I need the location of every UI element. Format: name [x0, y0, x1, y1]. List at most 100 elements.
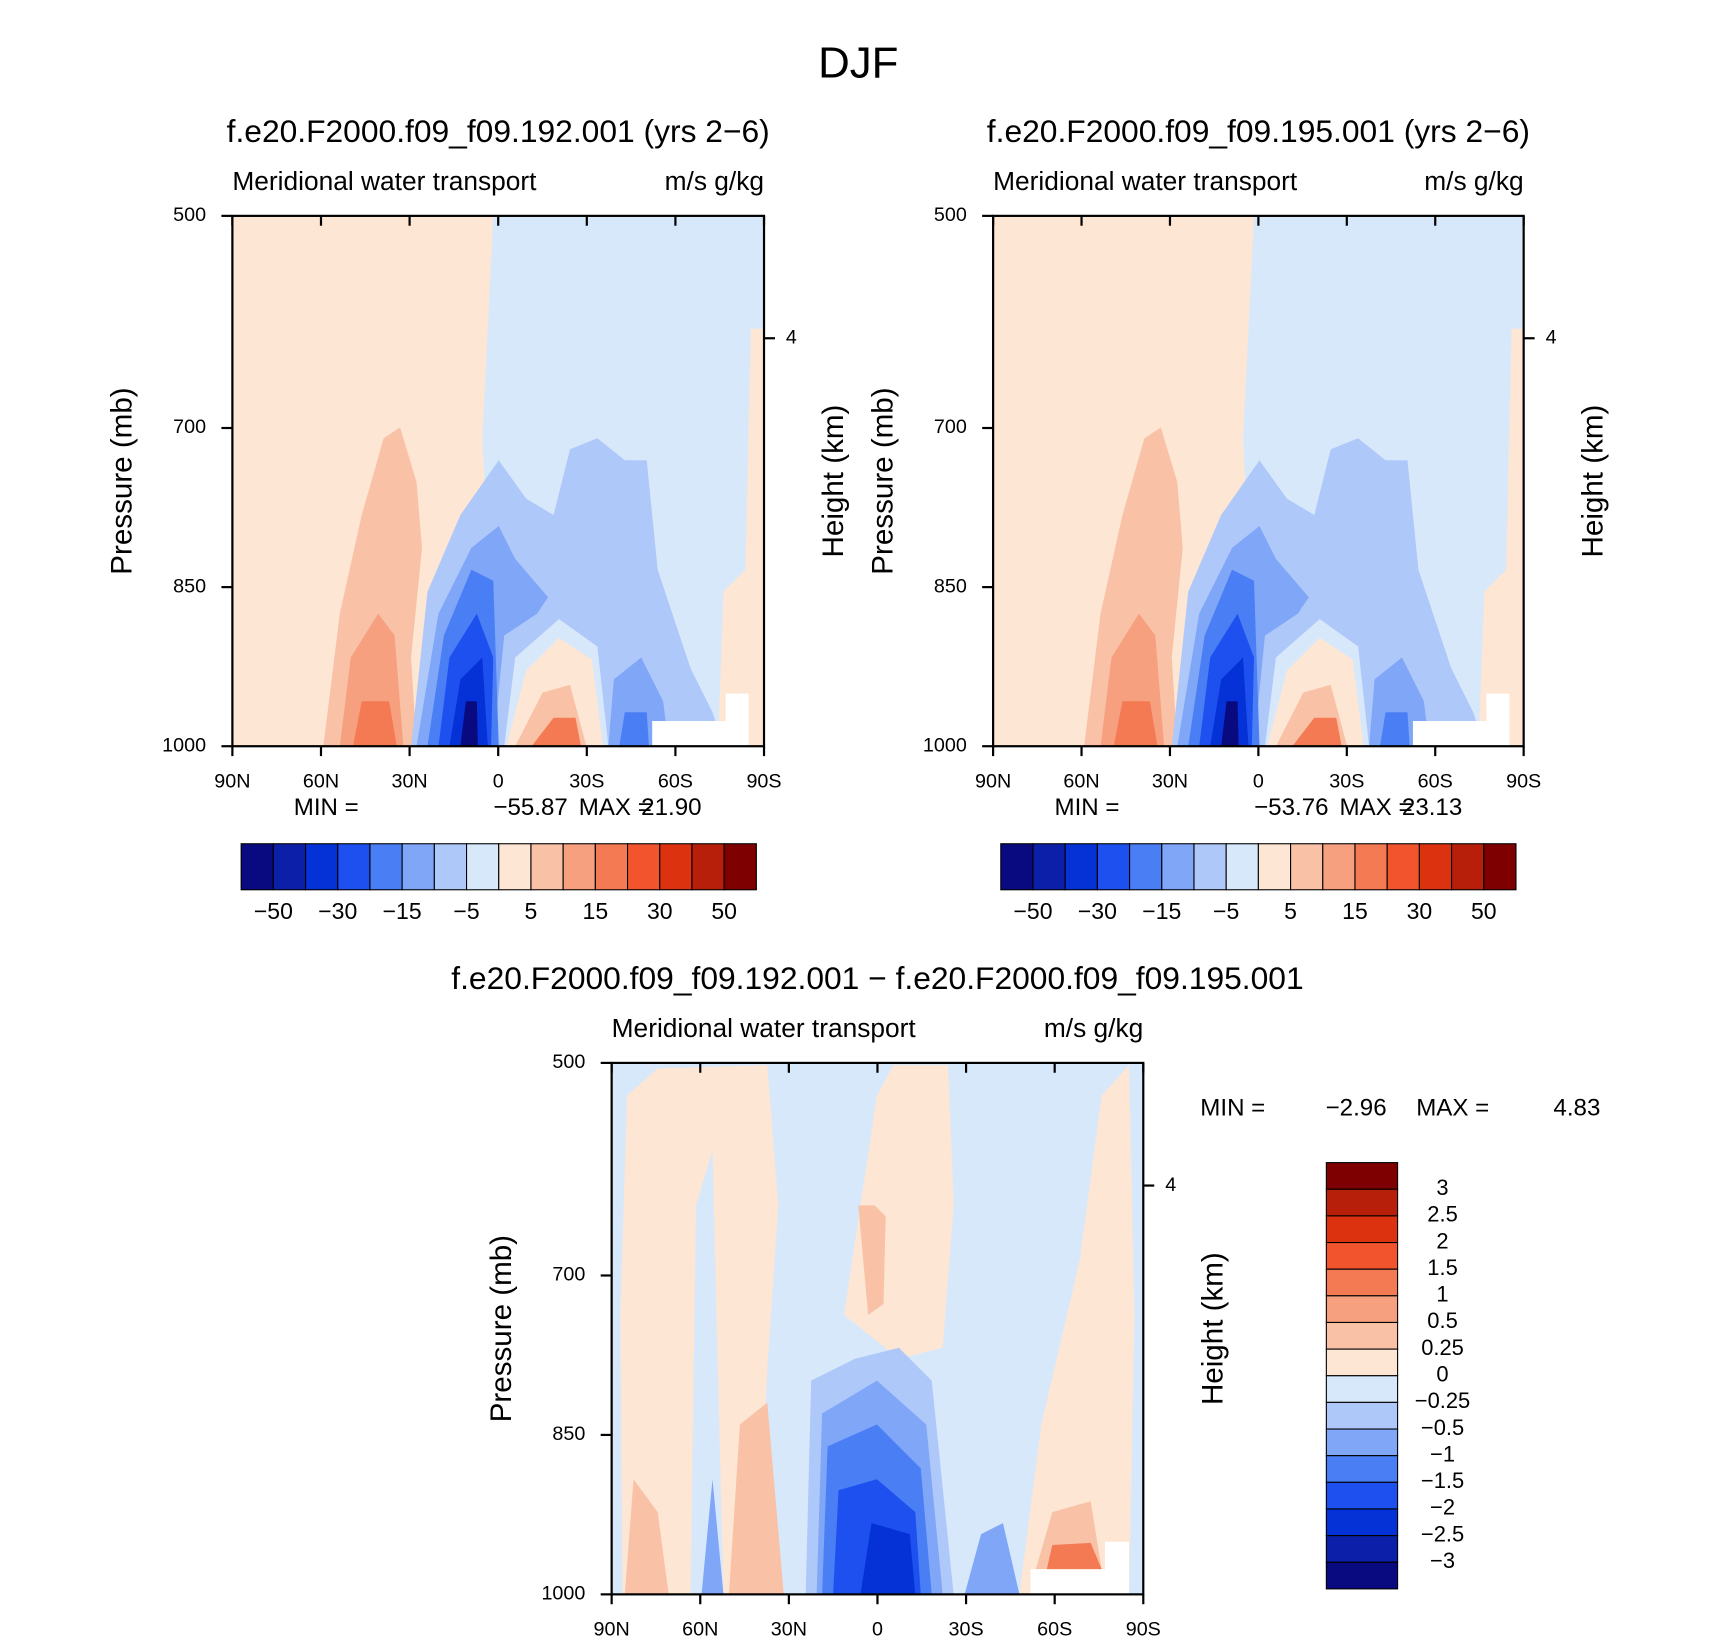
colorbar-box — [1129, 843, 1163, 891]
colorbar-label: 2.5 — [1427, 1202, 1457, 1227]
x-tick-label: 90S — [1126, 1619, 1161, 1636]
colorbar-label: 30 — [1407, 898, 1433, 924]
colorbar-box — [1325, 1455, 1399, 1483]
min-value: −2.96 — [1326, 1094, 1387, 1121]
colorbar-box — [1325, 1428, 1399, 1457]
colorbar-box — [594, 843, 629, 891]
y-tick-label: 500 — [173, 204, 206, 226]
colorbar-box — [1325, 1401, 1399, 1430]
colorbar-box — [369, 843, 403, 891]
colorbar-label: −0.25 — [1415, 1388, 1470, 1413]
colorbar-box — [433, 843, 468, 891]
colorbar-label: −50 — [254, 898, 293, 924]
colorbar-box — [1161, 843, 1195, 891]
contour-field — [232, 215, 765, 747]
colorbar-box — [1325, 1188, 1399, 1217]
colorbar-label: −15 — [1142, 898, 1181, 924]
colorbar-box — [1032, 843, 1066, 891]
colorbar-box — [1000, 843, 1034, 891]
y2-axis-label: Height (km) — [1577, 405, 1610, 558]
colorbar-box — [691, 843, 725, 891]
x-tick-label: 90S — [746, 771, 781, 793]
colorbar-box — [1325, 1375, 1399, 1403]
y-tick-label: 500 — [934, 204, 967, 226]
colorbar-label: 0.25 — [1421, 1335, 1464, 1360]
x-tick-label: 0 — [872, 1619, 883, 1636]
max-value: 4.83 — [1553, 1094, 1600, 1121]
colorbar-label: −1 — [1430, 1441, 1455, 1466]
colorbar-box — [1193, 843, 1227, 891]
x-tick-label: 90N — [975, 771, 1011, 793]
x-tick-label: 30N — [1152, 771, 1188, 793]
colorbar-box — [1325, 1268, 1399, 1297]
contour-field — [993, 216, 1525, 746]
min-value: −53.76 — [1254, 794, 1328, 821]
colorbar-box — [498, 843, 532, 891]
colorbar-box — [1064, 843, 1098, 891]
y-tick-label: 850 — [552, 1423, 585, 1445]
colorbar-label: −1.5 — [1421, 1468, 1464, 1493]
x-tick-label: 60N — [303, 771, 339, 793]
colorbar-label: 3 — [1436, 1175, 1448, 1200]
colorbar-label: −15 — [383, 898, 422, 924]
colorbar-box — [627, 843, 661, 891]
colorbar-box — [1325, 1535, 1399, 1563]
colorbar-box — [1483, 843, 1517, 891]
colorbar-box — [1290, 843, 1324, 891]
colorbar-box — [1257, 843, 1292, 891]
colorbar-box — [1325, 1215, 1399, 1244]
x-tick-label: 60S — [658, 771, 693, 793]
min-label: MIN = — [1055, 794, 1120, 821]
min-label: MIN = — [294, 794, 359, 821]
colorbar-box — [659, 843, 693, 891]
max-label: MAX = — [1416, 1094, 1489, 1121]
y2-tick-label: 4 — [1546, 326, 1557, 348]
colorbar-label: −5 — [1213, 898, 1239, 924]
colorbar-box — [1418, 843, 1453, 891]
x-tick-label: 30S — [569, 771, 604, 793]
left-string: Meridional water transport — [993, 166, 1298, 196]
x-tick-label: 60N — [682, 1619, 718, 1636]
y-tick-label: 1000 — [162, 734, 206, 756]
y-tick-label: 700 — [934, 416, 967, 438]
contour-field — [611, 1062, 1144, 1595]
right-string: m/s g/kg — [1044, 1013, 1143, 1043]
x-tick-label: 30S — [949, 1619, 984, 1636]
y-axis-label: Pressure (mb) — [106, 387, 139, 574]
y-tick-label: 700 — [552, 1264, 585, 1286]
y-tick-label: 1000 — [541, 1583, 585, 1605]
y2-tick-label: 4 — [786, 326, 797, 348]
colorbar-box — [466, 843, 500, 891]
colorbar-label: 30 — [647, 898, 673, 924]
x-tick-label: 60N — [1063, 771, 1099, 793]
colorbar-box — [1325, 1348, 1399, 1377]
colorbar-box — [562, 843, 596, 891]
colorbar-box — [401, 843, 435, 891]
colorbar-box — [1354, 843, 1388, 891]
min-label: MIN = — [1200, 1094, 1265, 1121]
colorbar-label: 50 — [1471, 898, 1497, 924]
colorbar-box — [1325, 1508, 1399, 1537]
panel-title: f.e20.F2000.f09_f09.195.001 (yrs 2−6) — [987, 113, 1530, 149]
colorbar-box — [1325, 1162, 1399, 1190]
colorbar-box — [1386, 843, 1420, 891]
colorbar-label: 50 — [711, 898, 737, 924]
colorbar-label: −50 — [1013, 898, 1052, 924]
colorbar-box — [1096, 843, 1131, 891]
colorbar-box — [1325, 1321, 1399, 1350]
colorbar-label: −3 — [1430, 1548, 1455, 1573]
y2-tick-label: 4 — [1165, 1174, 1176, 1196]
left-string: Meridional water transport — [612, 1013, 917, 1043]
colorbar-box — [1325, 1561, 1399, 1590]
colorbar-box — [1325, 1481, 1399, 1510]
colorbar-box — [1322, 843, 1356, 891]
x-tick-label: 30N — [391, 771, 427, 793]
left-string: Meridional water transport — [232, 166, 537, 196]
colorbar-label: −0.5 — [1421, 1415, 1464, 1440]
colorbar-box — [1325, 1241, 1399, 1270]
y2-axis-label: Height (km) — [817, 405, 850, 558]
colorbar-label: 15 — [583, 898, 609, 924]
x-tick-label: 60S — [1037, 1619, 1072, 1636]
colorbar-label: 5 — [1284, 898, 1297, 924]
